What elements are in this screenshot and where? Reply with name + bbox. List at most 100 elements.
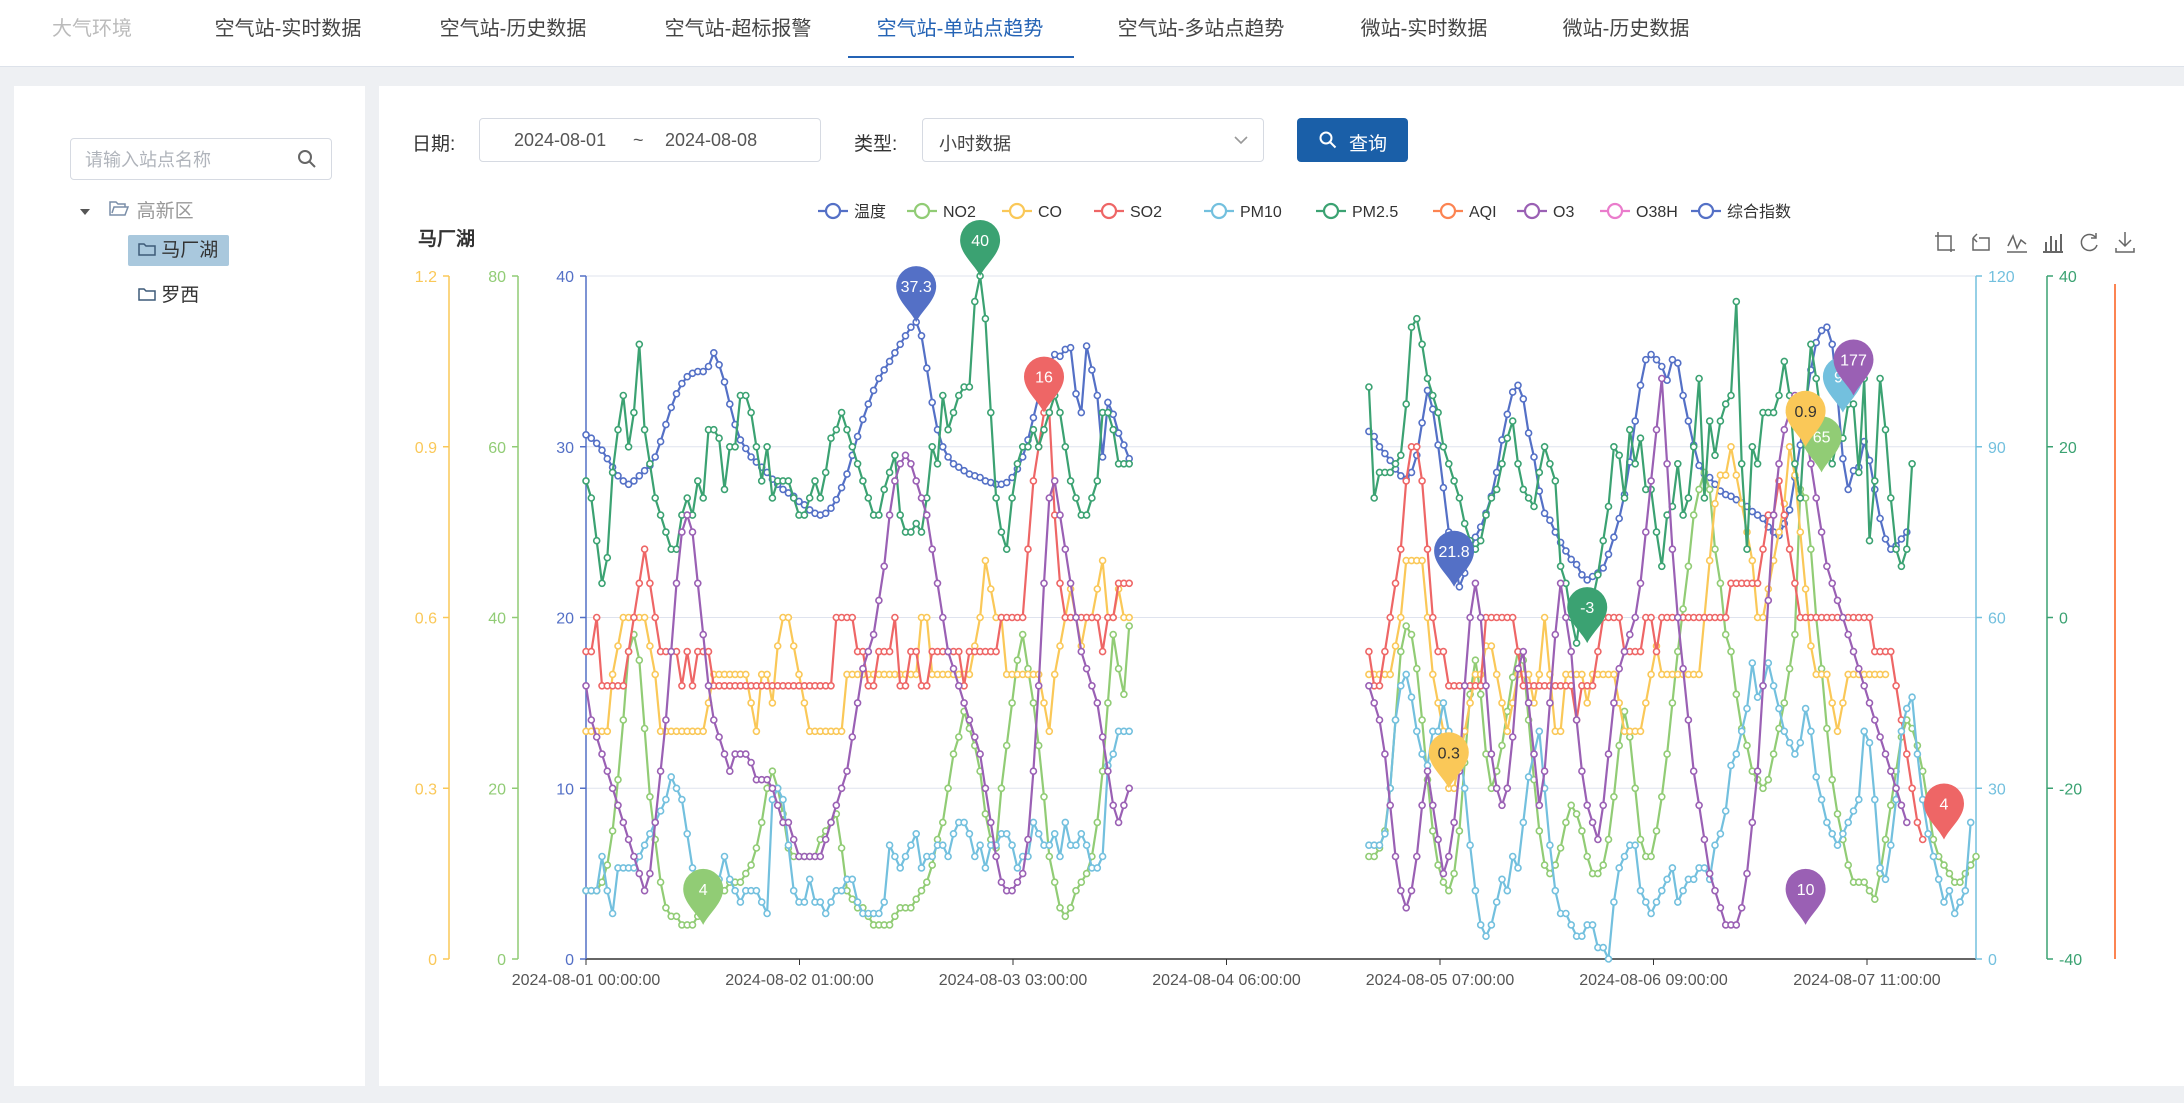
data-point [656,878,665,887]
data-point [837,408,846,417]
data-point [603,454,612,463]
data-point [1668,864,1677,872]
data-point [587,434,596,443]
legend-item[interactable]: AQI [1433,202,1497,221]
legend-label: AQI [1469,204,1497,221]
caret-down-icon[interactable] [80,208,90,215]
legend-item[interactable]: PM2.5 [1316,202,1398,221]
data-point [1407,323,1416,331]
download-icon[interactable] [2115,232,2135,253]
data-point [1386,456,1395,465]
data-point [1871,477,1879,485]
data-point [1583,699,1591,707]
data-point [1711,886,1719,895]
data-point [789,835,798,844]
data-point [1855,795,1863,804]
query-button[interactable]: 查询 [1297,118,1408,162]
tab-micro-history[interactable]: 微站-历史数据 [1562,18,1690,40]
data-point [1466,841,1474,850]
data-point [1727,492,1735,501]
data-point [662,420,670,429]
tab-station-realtime[interactable]: 空气站-实时数据 [214,18,362,40]
data-point [970,733,979,741]
data-point [1114,429,1123,437]
data-point [678,379,686,388]
data-point [789,886,798,895]
zoom-reset-icon[interactable] [1972,233,1990,251]
data-point [1732,750,1741,758]
legend-item[interactable]: 综合指数 [1691,202,1791,221]
date-start[interactable]: 2024-08-01 [514,130,607,150]
series-温度 [582,318,1911,591]
tab-atmosphere[interactable]: 大气环境 [52,18,132,40]
restore-icon[interactable] [2080,233,2098,252]
legend-item[interactable]: 温度 [818,202,886,221]
tab-multi-station-trend[interactable]: 空气站-多站点趋势 [1117,18,1285,40]
legend-item[interactable]: NO2 [907,202,976,221]
zoom-select-icon[interactable] [1935,232,1955,252]
data-point [1828,775,1836,784]
data-point [848,442,857,451]
legend-item[interactable]: CO [1002,202,1062,221]
data-point [981,556,990,565]
data-point [1668,699,1677,707]
data-point [587,494,596,502]
search-icon[interactable] [297,149,317,174]
marker-pin: 40 [960,220,1001,276]
tab-micro-realtime[interactable]: 微站-实时数据 [1360,18,1488,40]
data-point [598,579,606,588]
data-point [1018,613,1027,622]
data-point [938,442,947,451]
line-chart-icon[interactable] [2007,234,2027,253]
date-end[interactable]: 2024-08-08 [665,130,758,150]
tree-item-machanghu[interactable]: 马厂湖 [128,235,229,266]
data-point [1684,417,1693,425]
bar-chart-icon[interactable] [2043,234,2063,253]
tab-station-history[interactable]: 空气站-历史数据 [439,18,587,40]
date-range-picker[interactable]: 2024-08-01 ~ 2024-08-08 [479,118,821,162]
y-tick-label: 60 [1988,611,2006,628]
tab-station-alarm[interactable]: 空气站-超标报警 [664,18,812,40]
data-point [672,389,681,398]
data-point [1924,829,1932,838]
legend-item[interactable]: SO2 [1094,202,1162,221]
data-point [907,841,915,850]
data-point [1721,807,1730,815]
data-point [922,613,931,622]
legend-label: 综合指数 [1727,203,1791,221]
station-search-input[interactable] [83,147,287,173]
data-point [1492,898,1501,906]
data-point [1381,829,1389,838]
marker-pin: -3 [1567,587,1608,644]
data-point [1785,442,1794,451]
data-point [1684,716,1693,724]
data-point [1620,647,1629,656]
type-select[interactable]: 小时数据 [922,118,1264,162]
data-point [614,425,622,434]
tree-item-luoxi[interactable]: 罗西 [128,280,199,311]
data-point [1780,727,1789,736]
data-point [1050,477,1059,485]
data-point [1796,528,1805,536]
data-point [624,835,633,844]
legend-item[interactable]: O38H [1600,202,1678,221]
legend-swatch [1439,202,1457,220]
tree-item-label: 罗西 [161,285,200,306]
legend-label: NO2 [943,204,976,221]
legend-item[interactable]: O3 [1517,202,1574,221]
data-point [1594,869,1602,878]
data-point [1514,381,1522,390]
data-point [1668,355,1677,364]
data-point [1125,622,1134,630]
data-point [1077,647,1086,656]
data-point [1610,533,1618,542]
tab-single-station-trend[interactable]: 空气站-单站点趋势 [876,18,1044,40]
data-point [789,494,798,502]
data-point [1413,314,1421,323]
data-point [912,519,921,528]
data-point [1775,459,1783,468]
data-point [1098,647,1107,656]
data-point [954,463,963,472]
tree-root[interactable]: 高新区 [80,196,194,223]
legend-item[interactable]: PM10 [1204,202,1282,221]
